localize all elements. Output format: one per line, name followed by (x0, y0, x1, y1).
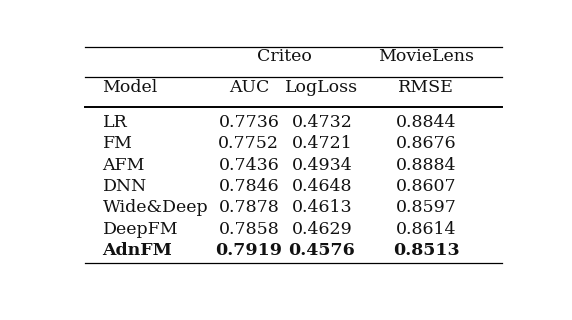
Text: 0.8676: 0.8676 (396, 135, 456, 152)
Text: 0.4934: 0.4934 (292, 156, 352, 173)
Text: 0.8884: 0.8884 (396, 156, 456, 173)
Text: 0.4576: 0.4576 (289, 242, 355, 259)
Text: 0.8607: 0.8607 (396, 178, 456, 195)
Text: 0.4732: 0.4732 (292, 114, 352, 131)
Text: DNN: DNN (102, 178, 147, 195)
Text: Model: Model (102, 79, 158, 96)
Text: Wide&Deep: Wide&Deep (102, 199, 208, 216)
Text: RMSE: RMSE (398, 79, 454, 96)
Text: 0.8597: 0.8597 (396, 199, 456, 216)
Text: LR: LR (102, 114, 128, 131)
Text: 0.7878: 0.7878 (219, 199, 279, 216)
Text: 0.4613: 0.4613 (292, 199, 352, 216)
Text: 0.4629: 0.4629 (292, 221, 352, 238)
Text: 0.7736: 0.7736 (219, 114, 279, 131)
Text: 0.7919: 0.7919 (215, 242, 283, 259)
Text: 0.8513: 0.8513 (393, 242, 459, 259)
Text: AUC: AUC (229, 79, 269, 96)
Text: 0.7752: 0.7752 (219, 135, 279, 152)
Text: 0.7436: 0.7436 (219, 156, 279, 173)
Text: 0.8614: 0.8614 (396, 221, 456, 238)
Text: AFM: AFM (102, 156, 145, 173)
Text: 0.8844: 0.8844 (396, 114, 456, 131)
Text: 0.4721: 0.4721 (292, 135, 352, 152)
Text: 0.7846: 0.7846 (219, 178, 279, 195)
Text: AdnFM: AdnFM (102, 242, 172, 259)
Text: FM: FM (102, 135, 133, 152)
Text: 0.4648: 0.4648 (292, 178, 352, 195)
Text: Criteo: Criteo (257, 48, 312, 65)
Text: DeepFM: DeepFM (102, 221, 178, 238)
Text: 0.7858: 0.7858 (219, 221, 279, 238)
Text: LogLoss: LogLoss (285, 79, 359, 96)
Text: MovieLens: MovieLens (378, 48, 474, 65)
